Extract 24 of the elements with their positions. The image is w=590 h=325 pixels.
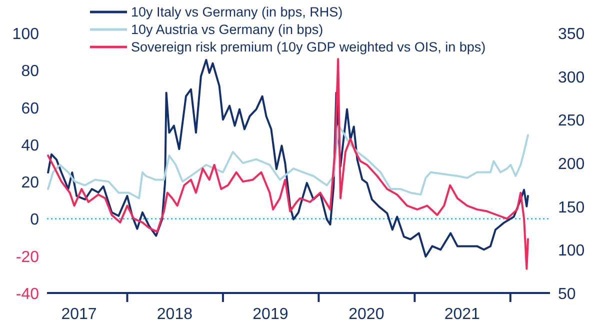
y2-tick-label: 100	[558, 242, 585, 260]
x-tick-label: 2017	[61, 306, 97, 323]
y2-tick-label: 150	[558, 199, 585, 216]
x-tick-label: 2021	[444, 306, 480, 323]
x-tick-label: 2019	[252, 306, 288, 323]
y2-tick-label: 300	[558, 69, 585, 86]
x-tick-label: 2018	[156, 306, 193, 323]
y-tick-label: 20	[21, 174, 40, 192]
y-tick-label: 60	[21, 100, 40, 118]
y-tick-label: 40	[21, 137, 40, 154]
y-tick-label: -20	[16, 248, 40, 266]
y2-tick-label: 350	[558, 26, 585, 43]
y-tick-label: 0	[30, 212, 40, 229]
legend-label: 10y Italy vs Germany (in bps, RHS)	[131, 4, 343, 20]
x-tick-label: 2020	[348, 306, 384, 323]
line-series	[47, 124, 529, 200]
y2-tick-label: 200	[558, 156, 585, 173]
y-tick-label: 80	[21, 63, 40, 80]
y-tick-label: 100	[12, 26, 40, 43]
y2-tick-label: 50	[558, 286, 576, 303]
legend-label: Sovereign risk premium (10y GDP weighted vs OIS, in bps)	[131, 40, 486, 54]
y2-tick-label: 250	[558, 112, 585, 130]
legend-label: 10y Austria vs Germany (in bps)	[131, 22, 324, 37]
y-tick-label: -40	[16, 286, 40, 303]
